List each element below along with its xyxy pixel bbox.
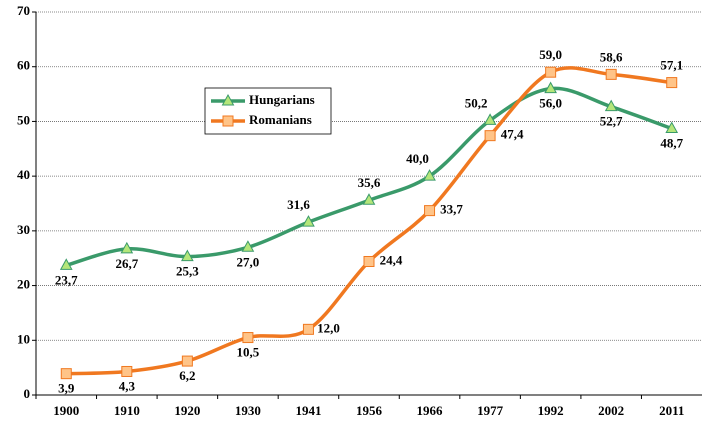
data-label: 23,7 [55,272,78,287]
data-label: 10,5 [237,345,260,360]
data-label: 56,0 [539,96,562,111]
marker [121,365,133,377]
data-label: 26,7 [115,256,138,271]
x-tick-label: 1941 [295,403,321,418]
data-label: 3,9 [58,381,75,396]
data-label: 27,0 [237,254,260,269]
marker [362,193,376,205]
x-tick-label: 1900 [53,403,79,418]
data-label: 40,0 [406,151,429,166]
data-label: 24,4 [380,252,403,267]
marker [242,332,254,344]
marker [181,249,194,262]
data-label: 50,2 [465,95,488,110]
marker [605,68,617,80]
data-label: 35,6 [358,175,381,190]
marker [545,66,557,78]
data-label: 6,2 [179,368,195,383]
marker [544,81,557,94]
y-tick-label: 60 [17,58,30,73]
marker [120,241,134,254]
data-label: 12,0 [317,320,340,335]
data-label: 47,4 [501,127,524,142]
y-tick-label: 70 [17,3,30,18]
y-tick-label: 20 [17,277,30,292]
marker [363,255,375,267]
y-tick-label: 30 [17,222,30,237]
x-tick-label: 2002 [598,403,624,418]
data-label: 57,1 [660,58,683,73]
marker [484,130,496,142]
data-label: 25,3 [176,264,199,279]
marker [59,258,73,270]
x-tick-label: 1920 [174,403,200,418]
legend-marker [221,93,235,106]
data-label: 58,6 [600,49,623,64]
x-tick-label: 1910 [114,403,140,418]
marker [302,323,314,335]
series-line [65,86,673,268]
x-tick-label: 2011 [659,403,684,418]
data-label: 52,7 [600,114,623,129]
marker [60,368,72,380]
y-tick-label: 10 [17,331,30,346]
x-tick-label: 1930 [235,403,261,418]
y-tick-label: 0 [24,386,31,401]
x-tick-label: 1992 [538,403,564,418]
marker [424,205,436,217]
marker [302,215,315,227]
y-tick-label: 40 [17,167,30,182]
y-tick-label: 50 [17,112,30,127]
data-label: 4,3 [119,378,136,393]
marker [181,355,193,367]
marker [666,77,678,89]
data-label: 33,7 [440,202,463,217]
legend-label: Romanians [249,112,312,127]
data-label: 31,6 [287,197,310,212]
series-line [66,66,672,376]
marker [241,240,255,252]
legend-marker [222,115,234,127]
marker [483,113,497,125]
marker [665,121,679,134]
legend-label: Hungarians [249,92,315,107]
data-label: 59,0 [539,47,562,62]
data-label: 48,7 [660,136,683,151]
marker [604,99,618,112]
x-tick-label: 1956 [356,403,383,418]
x-tick-label: 1966 [417,403,444,418]
marker [423,169,436,181]
x-tick-label: 1977 [477,403,504,418]
